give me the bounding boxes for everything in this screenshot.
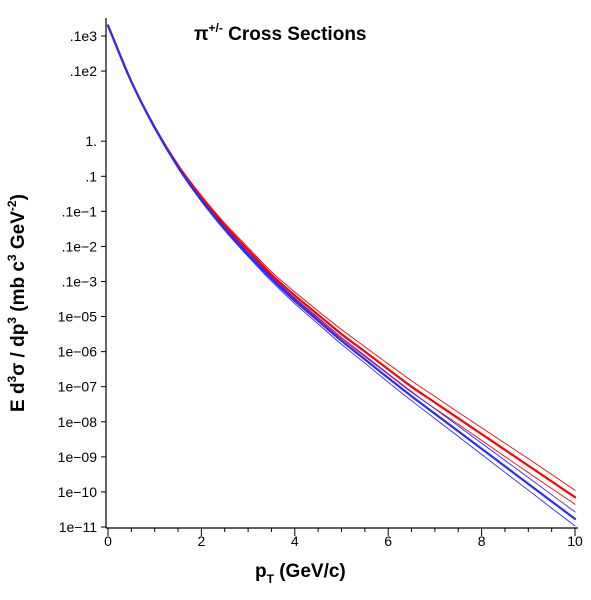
x-tick-label: 8 [478, 533, 486, 549]
x-tick-label: 6 [384, 533, 392, 549]
y-tick-label: 1. [85, 133, 97, 149]
x-tick-label: 2 [198, 533, 206, 549]
y-tick-label: .1e−1 [62, 203, 98, 219]
y-tick-label: 1e−09 [58, 449, 98, 465]
blue-band-curve-4 [107, 25, 576, 513]
y-tick-label: 1e−08 [58, 414, 98, 430]
blue-curve-3 [106, 24, 577, 520]
axis-ticks: .1e3 .1e2 1. .1 .1e−1 .1e−2 .1e−3 1e−05 1e−06 1e−… [58, 28, 583, 549]
y-tick-label: .1e−2 [62, 238, 98, 254]
red-curve-0 [106, 24, 577, 499]
y-tick-label: .1e2 [70, 63, 97, 79]
y-tick-label: .1 [85, 168, 97, 184]
red-band-curve-1 [107, 25, 576, 491]
y-axis-title: E d3σ / dp3 (mb c3 GeV-2) [5, 194, 29, 412]
y-tick-label: 1e−07 [58, 379, 98, 395]
x-tick-label: 10 [567, 533, 583, 549]
y-tick-label: 1e−05 [58, 309, 98, 325]
y-tick-label: 1e−11 [59, 519, 97, 535]
x-tick-label: 0 [104, 533, 112, 549]
x-axis-title: pT (GeV/c) [255, 561, 346, 586]
y-tick-label: .1e3 [70, 28, 97, 44]
series-group [106, 24, 577, 527]
y-tick-label: 1e−06 [58, 344, 98, 360]
red-band-curve-2 [107, 25, 576, 505]
chart-title: π+/- Cross Sections [194, 21, 367, 45]
y-tick-label: 1e−10 [58, 484, 98, 500]
y-tick-label: .1e−3 [62, 274, 98, 290]
x-tick-label: 4 [291, 533, 299, 549]
